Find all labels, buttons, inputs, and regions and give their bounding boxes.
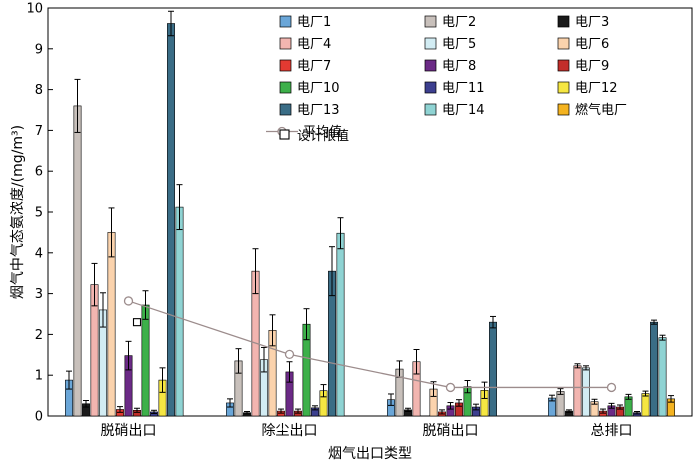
legend-swatch bbox=[279, 15, 292, 28]
legend: 电厂1 电厂2 电厂3 电厂4 电厂5 电厂6 电厂7 电厂8 电厂9 电厂10 电厂11 电厂12 电… bbox=[266, 15, 627, 144]
bar bbox=[167, 23, 175, 417]
legend-label: 电厂9 bbox=[575, 59, 609, 74]
bar bbox=[107, 232, 116, 417]
legend-label: 电厂1 bbox=[297, 15, 331, 30]
x-category-label: 脱硝出口 bbox=[423, 423, 479, 439]
legend-label: 设计限值 bbox=[297, 128, 349, 144]
y-tick-label: 2 bbox=[35, 328, 43, 343]
legend-swatch bbox=[279, 103, 292, 116]
legend-label: 电厂6 bbox=[575, 37, 609, 52]
legend-swatch bbox=[424, 37, 437, 50]
plot-area: 0 1 2 3 4 5 6 7 8 9 10 脱硝出口 除尘出口 脱硝出口 总排口 bbox=[26, 2, 693, 439]
x-axis-title: 烟气出口类型 bbox=[328, 446, 412, 462]
average-marker bbox=[445, 382, 456, 393]
bar bbox=[650, 321, 658, 417]
bar bbox=[141, 304, 150, 417]
bar bbox=[73, 105, 82, 417]
average-line bbox=[128, 300, 612, 389]
average-marker bbox=[284, 349, 295, 360]
legend-label: 电厂10 bbox=[297, 81, 340, 96]
legend-label: 电厂14 bbox=[442, 103, 485, 118]
bar bbox=[641, 393, 650, 417]
y-tick-label: 7 bbox=[35, 124, 43, 139]
x-category-label: 总排口 bbox=[591, 423, 633, 439]
legend-label: 电厂2 bbox=[442, 15, 476, 30]
y-tick-label: 5 bbox=[35, 206, 43, 221]
y-tick-label: 6 bbox=[35, 165, 43, 180]
legend-label: 电厂7 bbox=[297, 59, 331, 74]
legend-label: 电厂8 bbox=[442, 59, 476, 74]
legend-swatch bbox=[279, 81, 292, 94]
legend-label: 电厂5 bbox=[442, 37, 476, 52]
legend-swatch bbox=[424, 59, 437, 72]
legend-swatch bbox=[557, 59, 570, 72]
bar bbox=[573, 365, 582, 417]
y-tick-label: 9 bbox=[35, 42, 43, 57]
bar bbox=[336, 232, 345, 417]
bar bbox=[658, 337, 667, 417]
y-tick-label: 10 bbox=[26, 2, 43, 17]
y-tick-label: 3 bbox=[35, 287, 43, 302]
bar bbox=[582, 367, 590, 417]
average-marker bbox=[606, 382, 617, 393]
legend-swatch bbox=[557, 81, 570, 94]
legend-label: 电厂13 bbox=[297, 103, 340, 118]
bar bbox=[489, 321, 497, 417]
legend-swatch bbox=[424, 81, 437, 94]
y-axis-title: 烟气中气态氨浓度/(mg/m³) bbox=[10, 125, 26, 299]
legend-label: 电厂4 bbox=[297, 37, 331, 52]
y-tick-label: 8 bbox=[35, 83, 43, 98]
y-tick-label: 4 bbox=[35, 246, 43, 261]
legend-swatch bbox=[279, 59, 292, 72]
x-category-label: 除尘出口 bbox=[262, 423, 318, 439]
legend-label: 平均值 bbox=[303, 124, 342, 140]
y-tick-label: 1 bbox=[35, 369, 43, 384]
bar bbox=[556, 391, 565, 417]
legend-label: 电厂11 bbox=[442, 81, 485, 96]
legend-swatch bbox=[557, 15, 570, 28]
legend-label: 电厂12 bbox=[575, 81, 618, 96]
legend-swatch bbox=[424, 103, 437, 116]
legend-swatch bbox=[424, 15, 437, 28]
legend-swatch bbox=[279, 37, 292, 50]
legend-label: 电厂3 bbox=[575, 15, 609, 30]
bar bbox=[175, 206, 184, 417]
legend-swatch bbox=[557, 103, 570, 116]
legend-swatch bbox=[557, 37, 570, 50]
x-category-label: 脱硝出口 bbox=[101, 423, 157, 439]
y-tick-label: 0 bbox=[35, 410, 43, 425]
legend-label: 燃气电厂 bbox=[575, 102, 627, 118]
design-limit-marker bbox=[132, 318, 142, 327]
average-marker bbox=[123, 296, 134, 306]
legend-design-limit-swatch bbox=[279, 129, 290, 140]
